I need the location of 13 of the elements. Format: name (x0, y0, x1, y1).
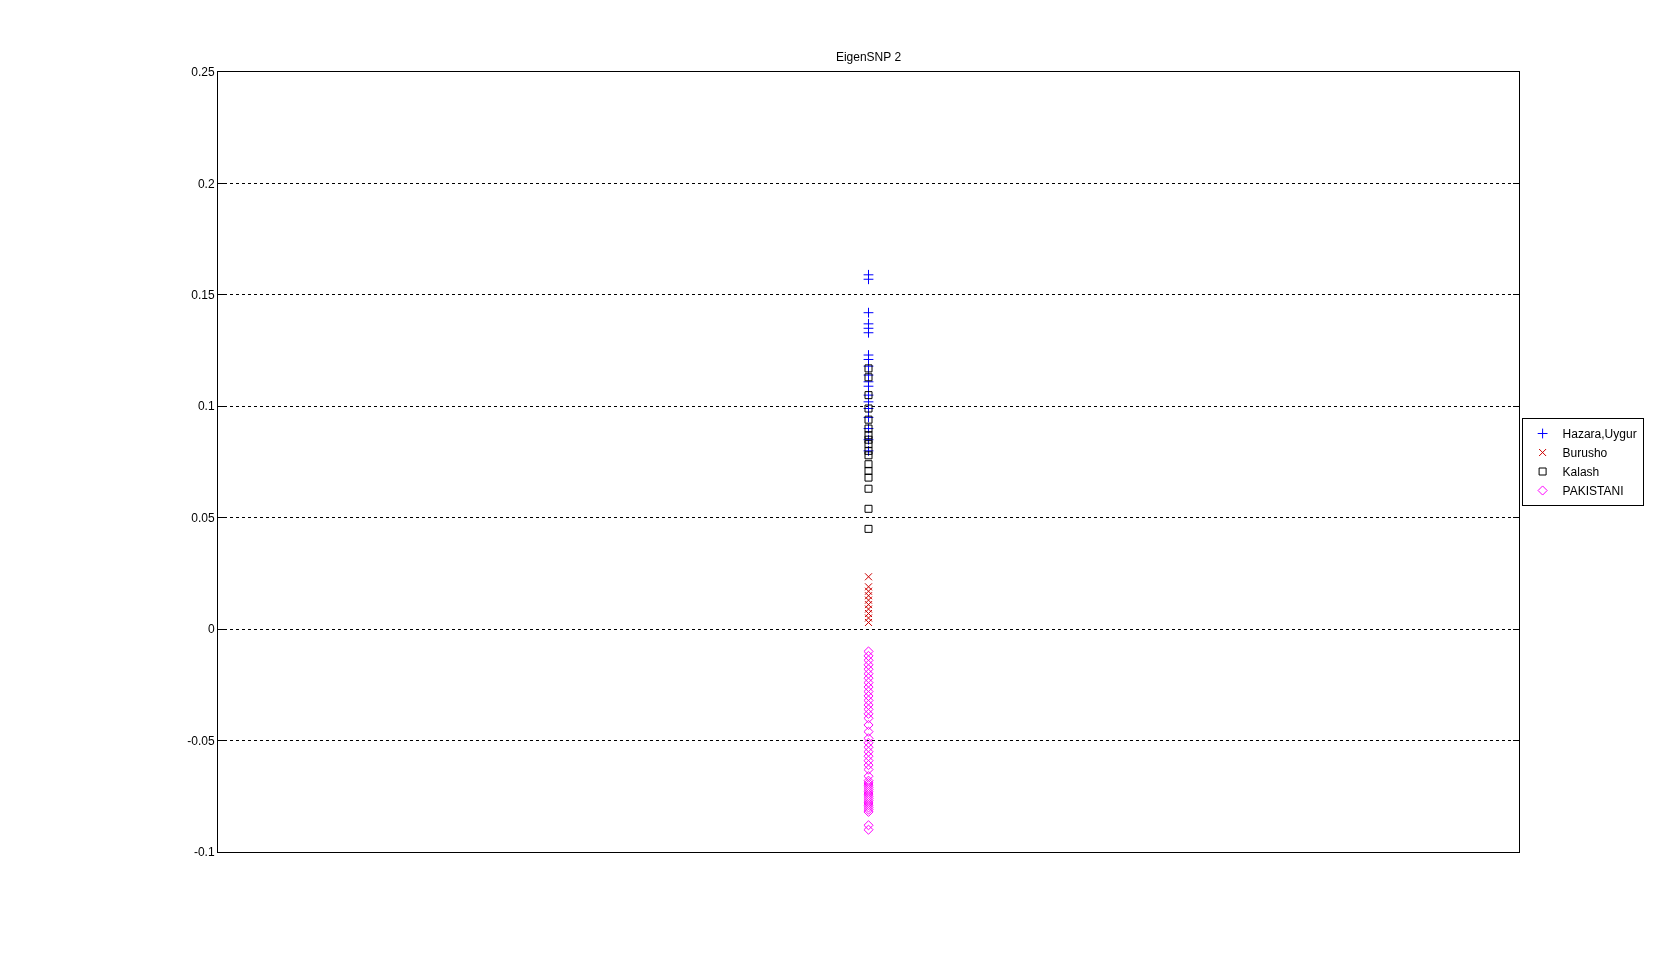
y-tick-label: 0.25 (191, 65, 215, 80)
y-tick-label: 0.05 (191, 510, 215, 525)
y-tick-label: 0.15 (191, 288, 215, 303)
legend-label: Burusho (1562, 446, 1608, 461)
legend-label: Kalash (1562, 465, 1600, 480)
chart-title: EigenSNP 2 (835, 50, 902, 65)
y-tick-label: 0.2 (197, 176, 215, 191)
y-tick-label: -0.1 (193, 845, 215, 860)
y-tick-label: 0.1 (197, 399, 215, 414)
legend-label: PAKISTANI (1562, 484, 1624, 499)
y-tick-label: -0.05 (187, 733, 215, 748)
legend-label: Hazara,Uygur (1562, 427, 1637, 442)
y-tick-label: 0 (207, 622, 215, 637)
